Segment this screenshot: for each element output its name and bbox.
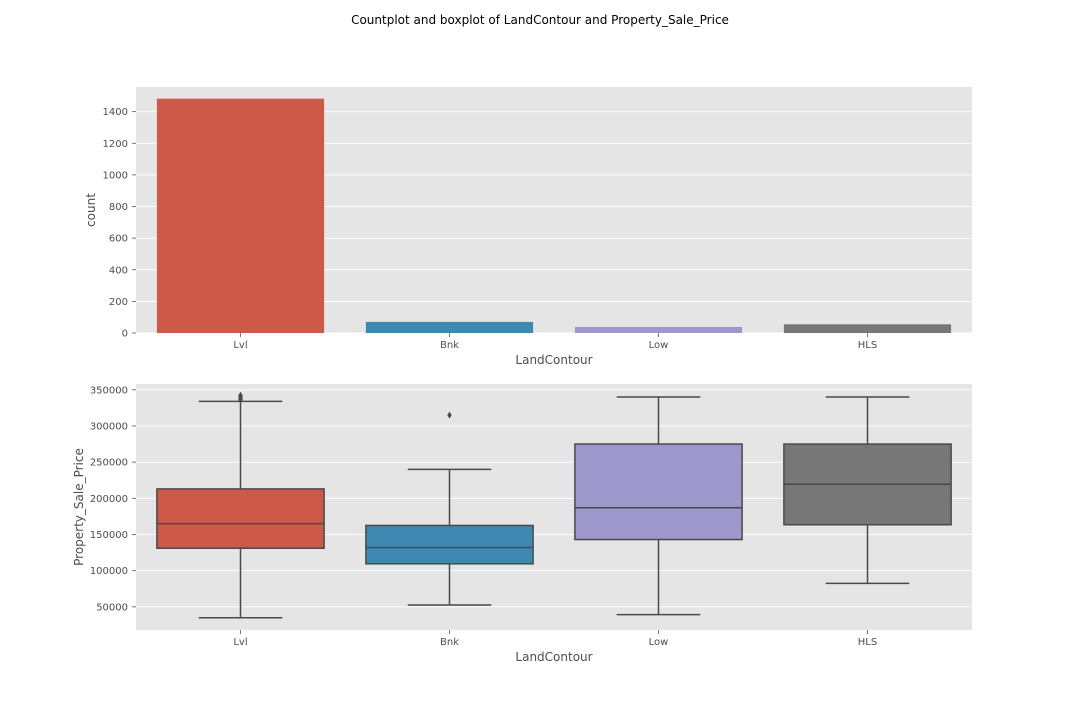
countplot-axes: 0 200 400 600 800 1000 1200 1400 Lvl Bnk Low HLS L… xyxy=(84,87,972,367)
x-tick-label: Lvl xyxy=(233,637,247,648)
x-tick-label: HLS xyxy=(858,340,877,351)
countplot-x-ticks: Lvl Bnk Low HLS xyxy=(233,333,877,351)
boxplot-x-ticks: Lvl Bnk Low HLS xyxy=(233,630,877,648)
boxplot-x-label: LandContour xyxy=(515,650,592,664)
y-tick-label: 1000 xyxy=(103,170,128,181)
countplot-bars xyxy=(156,98,952,334)
countplot-x-label: LandContour xyxy=(515,353,592,367)
y-tick-label: 250000 xyxy=(90,458,128,469)
y-tick-label: 150000 xyxy=(90,530,128,541)
y-tick-label: 350000 xyxy=(90,385,128,396)
box-iqr xyxy=(156,488,325,549)
y-tick-label: 200000 xyxy=(90,494,128,505)
y-tick-label: 1400 xyxy=(103,107,128,118)
boxplot-y-label: Property_Sale_Price xyxy=(72,448,86,566)
y-tick-label: 0 xyxy=(122,329,128,340)
y-tick-label: 1200 xyxy=(103,139,128,150)
box-iqr xyxy=(365,524,534,565)
x-tick-label: HLS xyxy=(858,637,877,648)
x-tick-label: Bnk xyxy=(440,340,459,351)
boxplot-boxes xyxy=(156,391,952,619)
y-tick-label: 100000 xyxy=(90,566,128,577)
x-tick-label: Low xyxy=(649,340,669,351)
y-tick-label: 400 xyxy=(109,265,128,276)
countplot-y-ticks: 0 200 400 600 800 1000 1200 1400 xyxy=(103,107,136,340)
box-low xyxy=(574,396,743,616)
y-tick-label: 800 xyxy=(109,202,128,213)
y-tick-label: 300000 xyxy=(90,421,128,432)
box-bnk xyxy=(365,411,534,606)
bar-hls xyxy=(783,324,952,333)
x-tick-label: Lvl xyxy=(233,340,247,351)
box-hls xyxy=(783,396,952,585)
x-tick-label: Low xyxy=(649,637,669,648)
y-tick-label: 200 xyxy=(109,297,128,308)
boxplot-axes: 50000 100000 150000 200000 250000 300000 35000… xyxy=(72,384,972,664)
x-tick-label: Bnk xyxy=(440,637,459,648)
y-tick-label: 50000 xyxy=(96,602,128,613)
figure-title: Countplot and boxplot of LandContour and… xyxy=(351,13,729,27)
bar-lvl xyxy=(156,98,325,334)
countplot-y-label: count xyxy=(84,193,98,227)
outlier-point xyxy=(447,411,452,419)
bar-bnk xyxy=(365,321,534,333)
box-lvl xyxy=(156,391,325,619)
bar-low xyxy=(574,326,743,333)
outlier-point xyxy=(238,391,243,399)
box-iqr xyxy=(574,443,743,541)
boxplot-y-ticks: 50000 100000 150000 200000 250000 300000 35000… xyxy=(90,385,136,613)
y-tick-label: 600 xyxy=(109,234,128,245)
